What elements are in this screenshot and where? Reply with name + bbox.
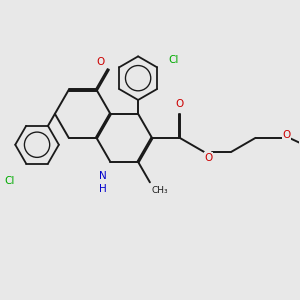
Text: O: O: [96, 58, 104, 68]
Text: O: O: [176, 99, 184, 110]
Text: Cl: Cl: [4, 176, 14, 186]
Text: O: O: [205, 153, 213, 163]
Text: H: H: [99, 184, 106, 194]
Text: Cl: Cl: [169, 55, 179, 65]
Text: O: O: [282, 130, 290, 140]
Text: N: N: [99, 171, 106, 181]
Text: CH₃: CH₃: [152, 186, 168, 195]
